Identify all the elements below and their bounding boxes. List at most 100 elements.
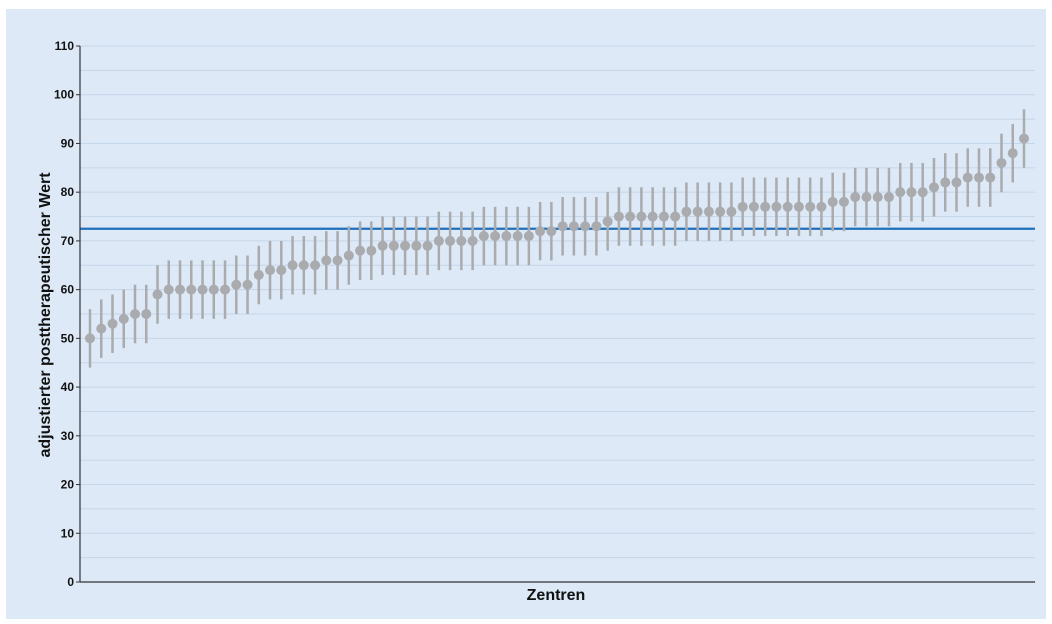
data-point xyxy=(512,231,523,242)
data-point xyxy=(748,201,759,212)
data-point xyxy=(456,235,467,246)
data-point xyxy=(940,177,951,188)
data-point xyxy=(197,284,208,295)
data-point xyxy=(175,284,186,295)
data-point xyxy=(850,192,861,203)
data-point xyxy=(670,211,681,222)
y-tick-label: 0 xyxy=(67,575,74,589)
data-point xyxy=(276,265,287,276)
y-tick-label: 100 xyxy=(54,88,74,102)
y-tick-label: 80 xyxy=(61,185,75,199)
data-point xyxy=(546,226,557,237)
data-point xyxy=(557,221,568,232)
data-point xyxy=(96,323,107,334)
data-point xyxy=(377,240,388,251)
data-point xyxy=(782,201,793,212)
data-point xyxy=(793,201,804,212)
grid-layer xyxy=(80,45,1035,559)
data-point xyxy=(906,187,917,198)
data-point xyxy=(613,211,624,222)
data-point xyxy=(501,231,512,242)
data-point xyxy=(343,250,354,261)
data-point xyxy=(973,172,984,183)
data-point xyxy=(310,260,321,271)
data-point xyxy=(602,216,613,227)
point-layer xyxy=(85,133,1029,344)
data-point xyxy=(681,206,692,217)
data-point xyxy=(962,172,973,183)
y-tick-label: 50 xyxy=(61,331,75,345)
data-point xyxy=(478,231,489,242)
data-point xyxy=(253,270,264,281)
data-point xyxy=(388,240,399,251)
data-point xyxy=(726,206,737,217)
axis-layer xyxy=(76,45,1035,583)
data-point xyxy=(647,211,658,222)
data-point xyxy=(298,260,309,271)
y-tick-label: 10 xyxy=(61,526,75,540)
data-point xyxy=(838,196,849,207)
data-point xyxy=(490,231,501,242)
data-point xyxy=(130,309,141,319)
data-point xyxy=(411,240,422,251)
data-point xyxy=(692,206,703,217)
errorbar-layer xyxy=(88,109,1026,368)
data-point xyxy=(895,187,906,198)
data-point xyxy=(658,211,669,222)
y-tick-label: 30 xyxy=(61,429,75,443)
data-point xyxy=(1007,148,1018,159)
data-point xyxy=(827,196,838,207)
data-point xyxy=(467,235,478,246)
y-tick-label: 110 xyxy=(55,39,75,53)
data-point xyxy=(636,211,647,222)
data-point xyxy=(917,187,928,198)
data-point xyxy=(523,231,534,242)
data-point xyxy=(422,240,433,251)
y-tick-label: 70 xyxy=(61,234,75,248)
data-point xyxy=(580,221,591,232)
data-point xyxy=(355,245,366,256)
data-point xyxy=(152,289,163,300)
data-point xyxy=(400,240,411,251)
data-point xyxy=(242,279,253,290)
data-point xyxy=(591,221,602,232)
data-point xyxy=(760,201,771,212)
data-point xyxy=(625,211,636,222)
data-point xyxy=(208,284,219,295)
data-point xyxy=(186,284,197,295)
data-point xyxy=(883,192,894,203)
y-tick-label: 20 xyxy=(61,478,75,492)
data-point xyxy=(163,284,174,295)
data-point xyxy=(737,201,748,212)
data-point xyxy=(141,309,152,319)
data-point xyxy=(816,201,827,212)
y-tick-label: 40 xyxy=(61,380,75,394)
data-point xyxy=(861,192,872,203)
data-point xyxy=(445,235,456,246)
y-axis-title: adjustierter posttherapeutischer Wert xyxy=(37,172,54,458)
data-point xyxy=(568,221,579,232)
data-point xyxy=(265,265,276,276)
data-point xyxy=(85,333,95,344)
data-point xyxy=(220,284,231,295)
y-tick-label: 90 xyxy=(61,136,75,150)
y-tick-labels: 0 10 20 30 40 50 60 70 80 90 100 110 xyxy=(54,39,74,589)
data-point xyxy=(771,201,782,212)
data-point xyxy=(366,245,377,256)
data-point xyxy=(433,235,444,246)
data-point xyxy=(321,255,332,266)
data-point xyxy=(287,260,298,271)
data-point xyxy=(985,172,996,183)
data-point xyxy=(118,313,129,324)
data-point xyxy=(703,206,714,217)
data-point xyxy=(332,255,343,266)
data-point xyxy=(872,192,883,203)
data-point xyxy=(535,226,546,237)
x-axis-title: Zentren xyxy=(527,587,586,604)
data-point xyxy=(928,182,939,193)
data-point xyxy=(805,201,816,212)
data-point xyxy=(996,157,1007,168)
data-point xyxy=(715,206,726,217)
data-point xyxy=(1019,133,1029,144)
